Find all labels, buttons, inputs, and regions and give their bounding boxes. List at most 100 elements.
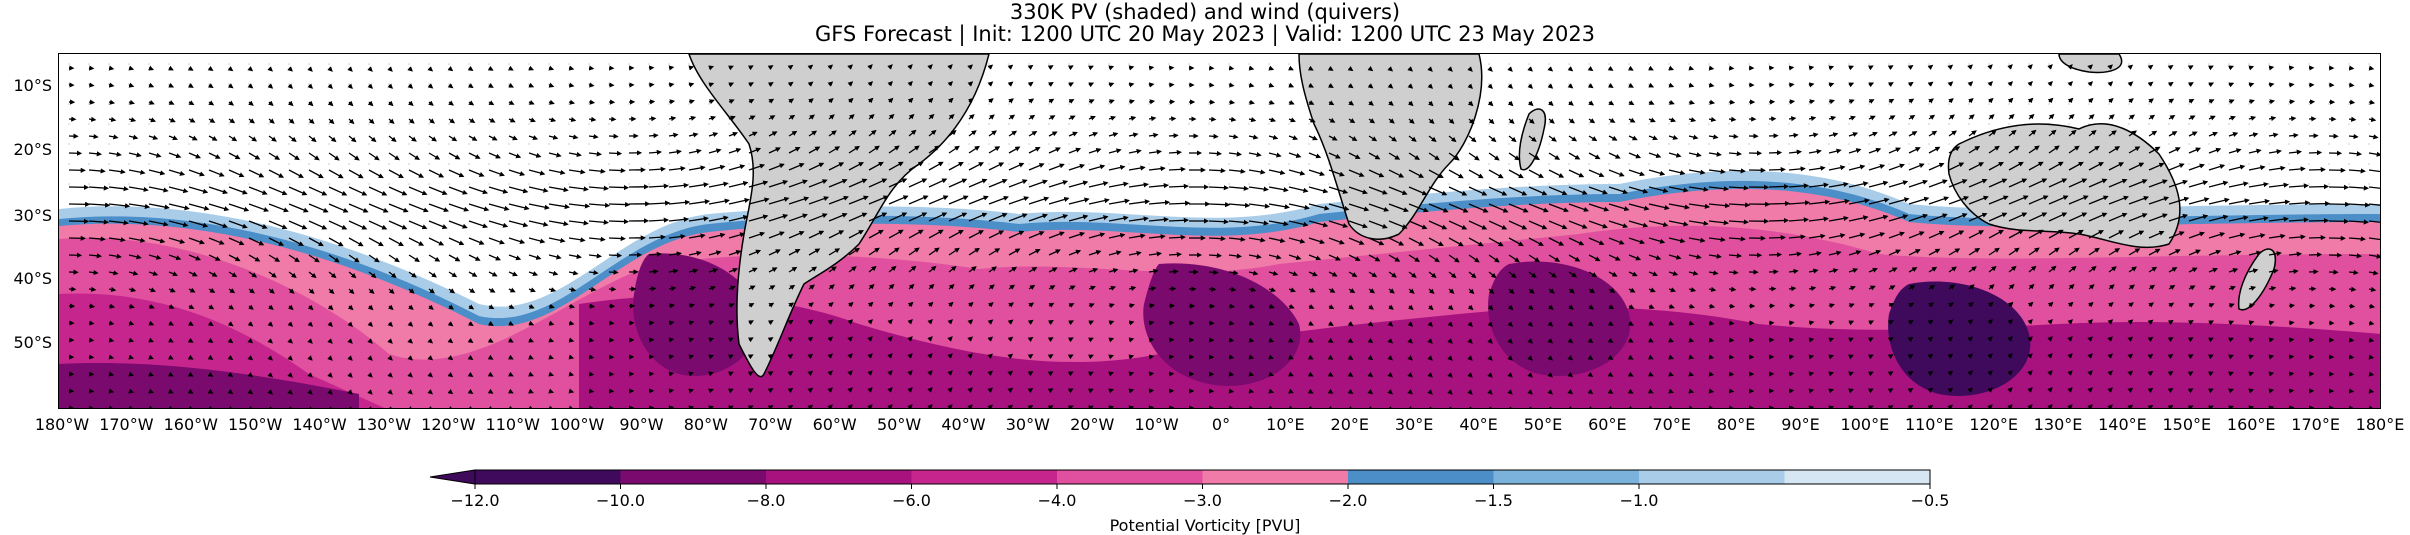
wind-quiver	[1629, 408, 1633, 409]
lon-label: 60°E	[1588, 416, 1626, 434]
wind-quiver	[609, 187, 628, 188]
wind-quiver	[669, 407, 673, 408]
wind-quiver	[449, 408, 452, 409]
wind-quiver	[1769, 169, 1785, 170]
wind-quiver	[2269, 67, 2273, 68]
wind-quiver	[89, 102, 94, 103]
wind-quiver	[1209, 289, 1215, 290]
wind-quiver	[1449, 408, 1452, 409]
wind-quiver	[669, 339, 673, 340]
wind-quiver	[1169, 119, 1175, 120]
wind-quiver	[89, 119, 95, 120]
wind-quiver	[609, 272, 617, 273]
wind-quiver	[589, 391, 593, 392]
wind-quiver	[109, 68, 113, 69]
wind-quiver	[1229, 374, 1233, 375]
lon-label: 30°W	[1006, 416, 1050, 434]
wind-quiver	[2289, 407, 2293, 408]
wind-quiver	[589, 85, 593, 86]
wind-quiver	[229, 408, 232, 409]
wind-quiver	[1149, 373, 1153, 374]
wind-quiver	[669, 305, 674, 306]
wind-quiver	[1169, 186, 1188, 187]
wind-quiver	[109, 357, 113, 358]
wind-quiver	[2289, 118, 2295, 119]
wind-quiver	[89, 323, 93, 324]
wind-quiver	[1569, 408, 1572, 409]
wind-quiver	[2349, 323, 2353, 324]
wind-quiver	[369, 408, 372, 409]
wind-quiver	[249, 408, 252, 409]
lon-label: 110°E	[1905, 416, 1954, 434]
lat-label: 20°S	[0, 141, 52, 159]
lon-label: 160°W	[164, 416, 218, 434]
wind-quiver	[1709, 340, 1713, 341]
lon-label: 10°W	[1135, 416, 1179, 434]
wind-quiver	[89, 357, 93, 358]
wind-quiver	[1489, 408, 1492, 409]
wind-quiver	[2369, 323, 2373, 324]
colorbar-tick-label: −6.0	[892, 492, 931, 510]
lon-label: 90°W	[619, 416, 663, 434]
lon-label: 170°W	[99, 416, 153, 434]
lon-label: 60°W	[813, 416, 857, 434]
wind-quiver	[1149, 356, 1153, 357]
colorbar-tick-label: −10.0	[596, 492, 645, 510]
wind-quiver	[589, 102, 594, 103]
wind-quiver	[1549, 408, 1552, 409]
wind-quiver	[1169, 135, 1177, 136]
wind-quiver	[589, 289, 595, 290]
lon-label: 140°E	[2098, 416, 2147, 434]
wind-quiver	[1729, 340, 1733, 341]
wind-quiver	[2349, 102, 2354, 103]
wind-quiver	[1209, 272, 1217, 273]
colorbar-tick-label: −3.0	[1183, 492, 1222, 510]
lon-label: 70°E	[1652, 416, 1690, 434]
colorbar-tick-label: −1.5	[1474, 492, 1513, 510]
wind-quiver	[1729, 357, 1733, 358]
pv-map	[59, 54, 2381, 409]
wind-quiver	[1609, 408, 1612, 409]
wind-quiver	[1229, 323, 1233, 324]
lon-label: 150°W	[228, 416, 282, 434]
wind-quiver	[309, 408, 312, 409]
wind-quiver	[589, 408, 593, 409]
lon-label: 140°W	[292, 416, 346, 434]
colorbar-tick-label: −12.0	[450, 492, 499, 510]
wind-quiver	[609, 170, 625, 171]
colorbar-segment	[1639, 470, 1785, 484]
colorbar-segment	[621, 470, 767, 484]
lon-label: 160°E	[2227, 416, 2276, 434]
wind-quiver	[1769, 153, 1781, 154]
wind-quiver	[1789, 305, 1794, 306]
wind-quiver	[1589, 408, 1592, 409]
lon-label: 110°W	[486, 416, 540, 434]
wind-quiver	[89, 374, 93, 375]
wind-quiver	[2349, 119, 2355, 120]
wind-quiver	[1169, 203, 1189, 204]
wind-quiver	[89, 68, 93, 69]
lon-label: 30°E	[1395, 416, 1433, 434]
wind-quiver	[1149, 67, 1153, 68]
wind-quiver	[609, 238, 625, 239]
wind-quiver	[89, 85, 93, 86]
wind-quiver	[1729, 374, 1733, 375]
wind-quiver	[2289, 322, 2293, 323]
lat-label: 50°S	[0, 334, 52, 352]
wind-quiver	[669, 373, 673, 374]
wind-quiver	[589, 374, 593, 375]
lon-label: 0°	[1212, 416, 1230, 434]
colorbar-segment	[912, 470, 1058, 484]
wind-quiver	[1229, 340, 1233, 341]
wind-quiver	[1169, 152, 1181, 153]
wind-quiver	[209, 408, 212, 409]
colorbar-tick-label: −2.0	[1329, 492, 1368, 510]
map-title: 330K PV (shaded) and wind (quivers)	[0, 0, 2410, 24]
wind-quiver	[1229, 306, 1234, 307]
wind-quiver	[1789, 356, 1793, 357]
wind-quiver	[669, 390, 673, 391]
wind-quiver	[1469, 408, 1472, 409]
wind-quiver	[1809, 67, 1813, 68]
wind-quiver	[1729, 102, 1734, 103]
wind-quiver	[2349, 408, 2353, 409]
